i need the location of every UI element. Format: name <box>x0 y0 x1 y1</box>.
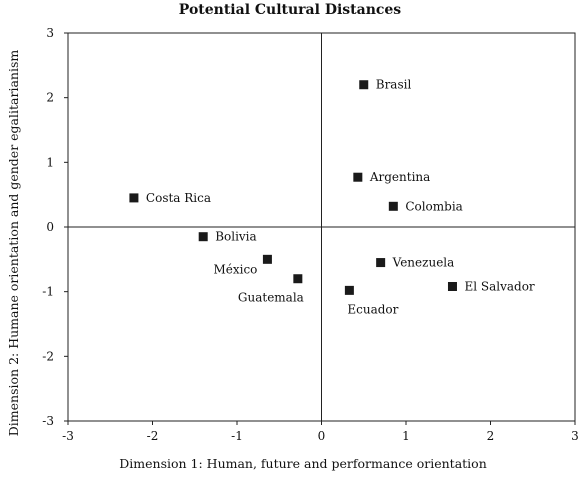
x-tick-label: -2 <box>147 429 159 443</box>
data-point-label: Bolivia <box>215 230 257 244</box>
data-point-marker <box>388 201 398 211</box>
y-axis-label: Dimension 2: Humane orientation and gend… <box>6 50 21 437</box>
data-point-marker <box>447 281 457 291</box>
x-tick-label: -1 <box>231 429 243 443</box>
data-point-label: México <box>213 262 257 276</box>
tick-group: -3 -2 -1 0 1 2 3 3 2 1 0 -1 -2 -3 <box>42 26 579 443</box>
data-point-label: Venezuela <box>392 256 455 270</box>
data-point-label: Argentina <box>369 170 430 184</box>
y-tick-label: -2 <box>42 349 54 363</box>
data-point-marker <box>344 285 354 295</box>
x-axis-label: Dimension 1: Human, future and performan… <box>119 456 487 471</box>
data-point-marker <box>129 193 139 203</box>
y-tick-label: -1 <box>42 285 54 299</box>
y-tick-label: 1 <box>46 155 54 169</box>
y-tick-label: 3 <box>46 26 54 40</box>
data-point-label: Costa Rica <box>146 191 211 205</box>
data-point-marker <box>293 274 303 284</box>
x-tick-label: 1 <box>402 429 410 443</box>
y-tick-label: -3 <box>42 414 54 428</box>
data-point-label: Guatemala <box>238 291 304 305</box>
x-tick-label: 2 <box>487 429 495 443</box>
y-tick-label: 2 <box>46 91 54 105</box>
data-point-marker <box>262 254 272 264</box>
data-point-label: Brasil <box>376 78 412 92</box>
data-point-label: El Salvador <box>464 279 534 293</box>
x-tick-label: 0 <box>318 429 326 443</box>
data-point-marker <box>198 232 208 242</box>
data-point-label: Ecuador <box>347 302 398 316</box>
data-points: Brasil Argentina Colombia Costa Rica Bolivia… <box>129 78 535 316</box>
data-point-marker <box>359 80 369 90</box>
data-point-marker <box>353 172 363 182</box>
chart-title: Potential Cultural Distances <box>179 2 402 18</box>
x-tick-label: -3 <box>62 429 74 443</box>
y-tick-label: 0 <box>46 220 54 234</box>
x-tick-label: 3 <box>571 429 579 443</box>
data-point-label: Colombia <box>405 199 463 213</box>
data-point-marker <box>376 258 386 268</box>
